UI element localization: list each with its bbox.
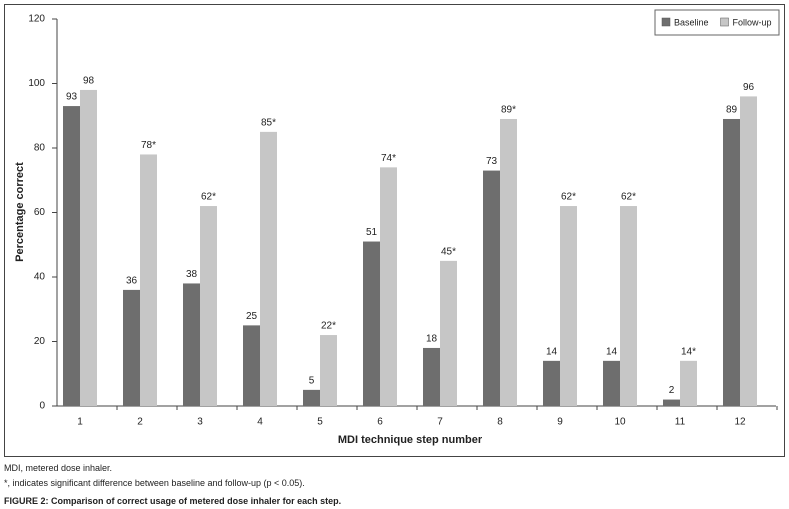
x-tick-label: 3 [197, 417, 203, 428]
legend-box [654, 9, 780, 36]
value-label: 98 [83, 76, 95, 87]
value-label: 18 [426, 334, 438, 345]
value-label: 62* [561, 192, 576, 203]
value-label: 62* [201, 192, 216, 203]
bar [80, 89, 97, 406]
x-axis-label: MDI technique step number [338, 434, 483, 446]
value-label: 14 [546, 346, 558, 357]
bar [740, 96, 757, 407]
caption-label: FIGURE 2: [4, 496, 49, 506]
footnote: MDI, metered dose inhaler. [4, 463, 113, 473]
value-label: 45* [441, 247, 456, 258]
bar [123, 289, 140, 406]
bar [303, 389, 320, 406]
bar [603, 360, 620, 406]
bar [183, 283, 200, 406]
y-tick-label: 80 [34, 143, 46, 154]
bar [380, 167, 397, 406]
value-label: 2 [669, 385, 675, 396]
bar [560, 206, 577, 406]
y-tick-label: 60 [34, 207, 46, 218]
value-label: 74* [381, 153, 396, 164]
value-label: 89* [501, 105, 516, 116]
bar [63, 106, 80, 406]
value-label: 96 [743, 82, 755, 93]
y-tick-label: 100 [28, 78, 45, 89]
value-label: 73 [486, 156, 498, 167]
x-tick-label: 5 [317, 417, 323, 428]
value-label: 36 [126, 276, 138, 287]
value-label: 14* [681, 346, 696, 357]
value-label: 78* [141, 140, 156, 151]
value-label: 93 [66, 92, 78, 103]
x-tick-label: 12 [734, 417, 746, 428]
bar [723, 118, 740, 406]
figure-caption: FIGURE 2: Comparison of correct usage of… [4, 494, 341, 509]
legend-swatch [720, 17, 729, 27]
legend-swatch [661, 17, 671, 27]
bar [200, 206, 217, 406]
y-tick-label: 20 [34, 336, 46, 347]
x-tick-label: 10 [614, 417, 626, 428]
legend-label: Follow-up [733, 17, 772, 27]
bar [663, 399, 680, 406]
bar [620, 206, 637, 406]
footnotes: MDI, metered dose inhaler. *, indicates … [4, 461, 341, 509]
x-tick-label: 4 [257, 417, 263, 428]
x-tick-label: 1 [77, 417, 83, 428]
bar [680, 360, 697, 406]
bar [260, 131, 277, 406]
x-tick-label: 9 [557, 417, 563, 428]
value-label: 25 [246, 311, 258, 322]
value-label: 5 [309, 376, 315, 387]
x-tick-label: 11 [675, 417, 686, 428]
bar [243, 325, 260, 406]
x-tick-label: 2 [137, 417, 143, 428]
bar [363, 241, 380, 406]
x-tick-label: 6 [377, 417, 383, 428]
bar [423, 347, 440, 406]
value-label: 51 [366, 227, 378, 238]
bar [320, 335, 337, 406]
y-tick-label: 40 [34, 272, 46, 283]
footnote: *, indicates significant difference betw… [4, 478, 305, 488]
bar [500, 118, 517, 406]
value-label: 38 [186, 269, 198, 280]
x-tick-label: 7 [437, 417, 443, 428]
value-label: 14 [606, 346, 618, 357]
value-label: 62* [621, 192, 636, 203]
chart: Percentage correct MDI technique step nu… [4, 4, 785, 457]
y-axis-label: Percentage correct [14, 162, 26, 262]
value-label: 89 [726, 105, 738, 116]
value-label: 22* [321, 321, 336, 332]
y-tick-label: 120 [28, 14, 45, 25]
y-tick-label: 0 [39, 401, 45, 412]
value-label: 85* [261, 118, 276, 129]
bar [140, 154, 157, 406]
bar [440, 260, 457, 406]
x-tick-label: 8 [497, 417, 503, 428]
bar [543, 360, 560, 406]
chart-border [4, 4, 785, 457]
bar [483, 170, 500, 406]
caption-text: Comparison of correct usage of metered d… [51, 496, 342, 506]
legend-label: Baseline [674, 17, 709, 27]
